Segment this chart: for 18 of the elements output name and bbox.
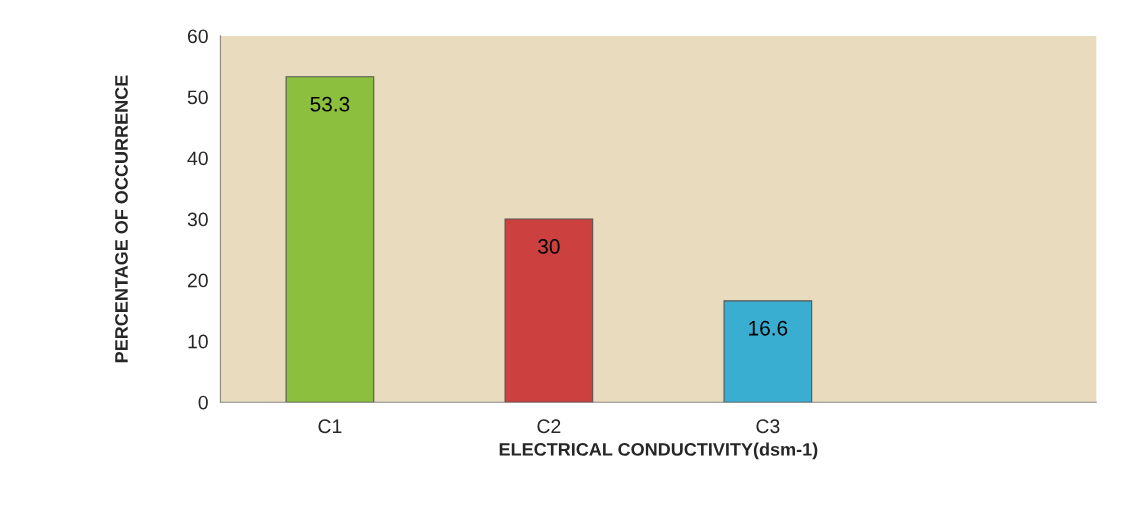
x-tick-label: C3 — [756, 419, 780, 434]
y-tick-label: 50 — [187, 90, 208, 105]
x-axis-title: ELECTRICAL CONDUCTIVITY(dsm-1) — [499, 442, 818, 460]
y-tick-label: 40 — [187, 151, 208, 166]
data-label: 30 — [538, 239, 560, 254]
y-tick-label: 10 — [188, 334, 208, 349]
data-label: 16.6 — [749, 320, 788, 336]
bar — [504, 218, 594, 403]
data-label: 53.3 — [310, 96, 350, 112]
y-tick-label: 0 — [198, 395, 208, 410]
x-tick-label: C2 — [537, 419, 561, 434]
y-tick-label: 60 — [187, 29, 208, 44]
y-axis-title: PERCENTAGE OF OCCURRENCE — [115, 75, 128, 363]
y-tick-label: 20 — [187, 273, 208, 288]
x-tick-label: C1 — [318, 419, 342, 434]
bar — [285, 76, 375, 403]
y-tick-label: 30 — [187, 212, 208, 227]
bar — [723, 300, 813, 403]
